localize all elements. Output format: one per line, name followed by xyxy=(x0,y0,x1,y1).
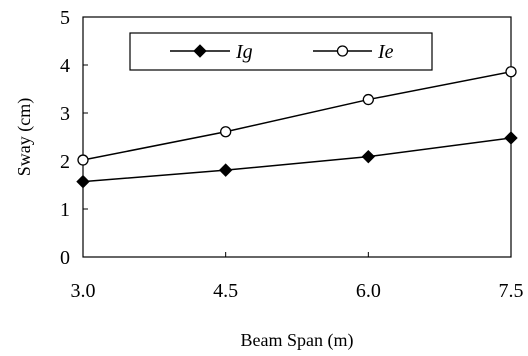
x-tick-label: 4.5 xyxy=(213,280,238,302)
data-point-ig xyxy=(504,131,518,145)
y-tick-label: 1 xyxy=(60,199,70,221)
series-line-ie xyxy=(82,70,512,161)
y-tick-label: 5 xyxy=(60,7,70,29)
legend: Ig Ie xyxy=(129,32,433,71)
data-point-ie xyxy=(77,154,89,166)
x-tick-label: 7.5 xyxy=(499,280,524,302)
series-line-ig xyxy=(82,137,512,183)
x-axis-ticks: 3.0 4.5 6.0 7.5 xyxy=(71,252,524,302)
legend-label-ie: Ie xyxy=(377,41,394,63)
y-axis-ticks: 0 1 2 3 4 5 xyxy=(60,7,88,269)
x-tick-label: 3.0 xyxy=(71,280,96,302)
legend-marker-ig xyxy=(193,44,207,58)
data-point-ie xyxy=(220,126,232,138)
y-tick-label: 0 xyxy=(60,247,70,269)
data-point-ig xyxy=(361,149,376,164)
legend-items: Ig Ie xyxy=(170,41,394,63)
y-tick-label: 4 xyxy=(60,55,70,77)
legend-label-ig: Ig xyxy=(235,41,253,63)
x-tick-label: 6.0 xyxy=(356,280,381,302)
x-axis-title: Beam Span (m) xyxy=(241,330,354,351)
data-point-ie xyxy=(362,93,374,106)
data-point-ig xyxy=(218,163,233,177)
legend-marker-ie xyxy=(336,45,349,57)
data-point-ie xyxy=(505,66,517,78)
y-tick-label: 3 xyxy=(60,103,70,125)
y-tick-label: 2 xyxy=(60,151,70,173)
legend-box xyxy=(129,32,433,71)
series-layer xyxy=(76,66,518,189)
y-axis-title: Sway (cm) xyxy=(14,98,35,176)
data-point-ig xyxy=(76,174,90,189)
